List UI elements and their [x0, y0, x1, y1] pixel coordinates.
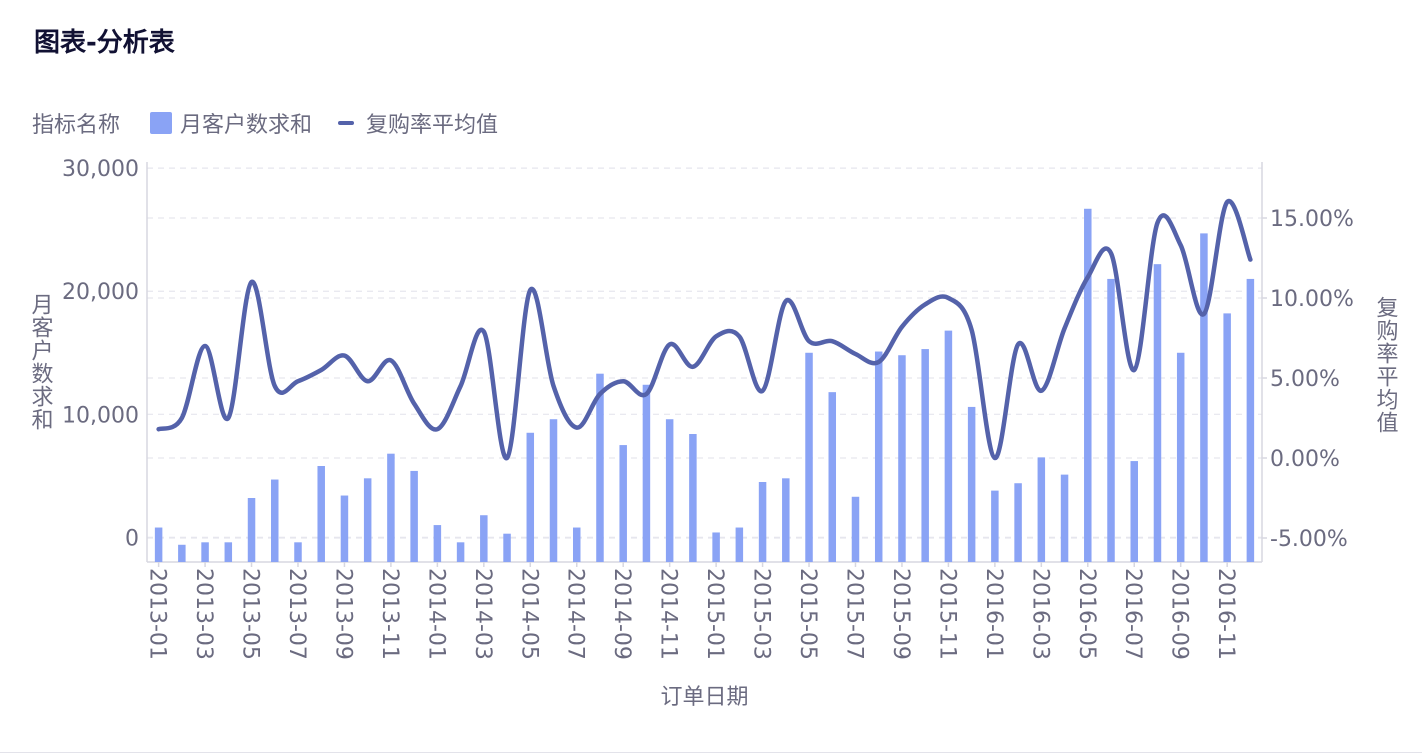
bar	[433, 525, 442, 562]
bar	[572, 527, 581, 562]
bar	[1200, 233, 1208, 562]
bar	[1130, 461, 1138, 562]
x-tick-label: 2015-01	[702, 568, 727, 660]
bar	[619, 445, 627, 562]
x-tick-label: 2014-01	[423, 568, 448, 660]
legend-title: 指标名称	[32, 113, 121, 138]
x-tick-label: 2014-11	[656, 568, 681, 660]
bar	[1176, 352, 1185, 562]
bar	[154, 527, 163, 562]
bar	[991, 490, 999, 562]
bar	[224, 542, 233, 562]
bar	[1060, 474, 1069, 562]
bar	[201, 542, 209, 562]
y-tick-left-label: 10,000	[62, 403, 139, 428]
bar	[805, 352, 813, 562]
y-tick-left-label: 20,000	[62, 280, 139, 305]
x-tick-label: 2013-03	[191, 568, 216, 660]
bar	[178, 544, 186, 562]
y-tick-left-label: 0	[125, 526, 139, 551]
legend-swatch-bar	[150, 112, 173, 134]
bar	[1084, 208, 1092, 562]
x-tick-label: 2016-01	[981, 568, 1006, 660]
bar	[967, 406, 976, 562]
bar	[526, 432, 535, 562]
bar	[247, 498, 256, 562]
legend-item-line[interactable]: 复购率平均值	[338, 107, 498, 139]
y-tick-right-label: 0.00%	[1270, 447, 1340, 472]
x-tick-label: 2014-03	[470, 568, 495, 660]
y-axis-left-title: 月客户数求和	[28, 293, 54, 431]
bar	[828, 392, 837, 562]
bar	[1037, 457, 1046, 562]
bar	[898, 355, 906, 562]
bar	[317, 466, 325, 562]
x-tick-label: 2016-07	[1120, 568, 1145, 660]
bar	[480, 515, 488, 562]
y-tick-right-label: 5.00%	[1270, 367, 1340, 392]
bar	[596, 373, 604, 562]
x-tick-label: 2015-09	[888, 568, 913, 660]
bar	[456, 542, 465, 562]
x-tick-label: 2013-11	[377, 568, 402, 660]
bar	[1014, 483, 1022, 562]
x-tick-label: 2013-07	[284, 568, 309, 660]
bar	[294, 542, 302, 562]
legend-swatch-line	[338, 121, 355, 125]
x-tick-label: 2013-09	[330, 568, 355, 660]
x-tick-label: 2016-05	[1074, 568, 1099, 660]
y-axis-right-title: 复购率平均值	[1373, 296, 1399, 434]
bar	[271, 479, 279, 562]
bar	[1223, 313, 1231, 562]
bar	[874, 351, 883, 562]
bar	[363, 478, 372, 562]
x-tick-label: 2015-07	[841, 568, 866, 660]
x-axis-title: 订单日期	[660, 685, 748, 710]
x-tick-label: 2016-03	[1027, 568, 1052, 660]
x-tick-label: 2015-03	[749, 568, 774, 660]
bar	[410, 470, 418, 562]
bar	[758, 482, 767, 562]
bar	[944, 330, 953, 562]
bar	[1246, 278, 1255, 562]
legend-label-bar: 月客户数求和	[180, 113, 313, 138]
x-tick-label: 2013-05	[238, 568, 263, 660]
bar	[387, 453, 395, 562]
legend-label-line: 复购率平均值	[366, 113, 499, 138]
x-tick-label: 2014-09	[609, 568, 634, 660]
bar	[549, 419, 558, 562]
chart-legend: 指标名称 月客户数求和 复购率平均值	[32, 108, 524, 138]
line-series-repurchase-rate	[156, 199, 1253, 461]
x-tick-label: 2014-05	[516, 568, 541, 660]
x-tick-label: 2014-07	[563, 568, 588, 660]
bar	[782, 478, 790, 562]
y-tick-right-label: 15.00%	[1270, 207, 1354, 232]
bar	[340, 495, 349, 562]
x-tick-label: 2015-05	[795, 568, 820, 660]
x-tick-label: 2013-01	[145, 568, 170, 660]
bottom-divider	[0, 752, 1422, 753]
y-tick-right-label: 10.00%	[1270, 287, 1354, 312]
x-tick-label: 2015-11	[934, 568, 959, 660]
bar	[1153, 264, 1162, 562]
bar	[503, 533, 511, 562]
x-tick-label: 2016-11	[1213, 568, 1238, 660]
x-tick-label: 2016-09	[1167, 568, 1192, 660]
bar	[689, 434, 697, 562]
page-title: 图表-分析表	[34, 28, 175, 58]
bar	[1107, 278, 1115, 562]
bar	[665, 419, 674, 562]
bar	[735, 527, 744, 562]
y-tick-left-label: 30,000	[62, 157, 139, 182]
y-tick-right-label: -5.00%	[1270, 527, 1348, 552]
bar	[921, 349, 929, 562]
legend-item-bar[interactable]: 月客户数求和	[150, 107, 312, 139]
bar	[712, 532, 720, 562]
bar	[642, 384, 651, 562]
bar	[851, 496, 860, 562]
